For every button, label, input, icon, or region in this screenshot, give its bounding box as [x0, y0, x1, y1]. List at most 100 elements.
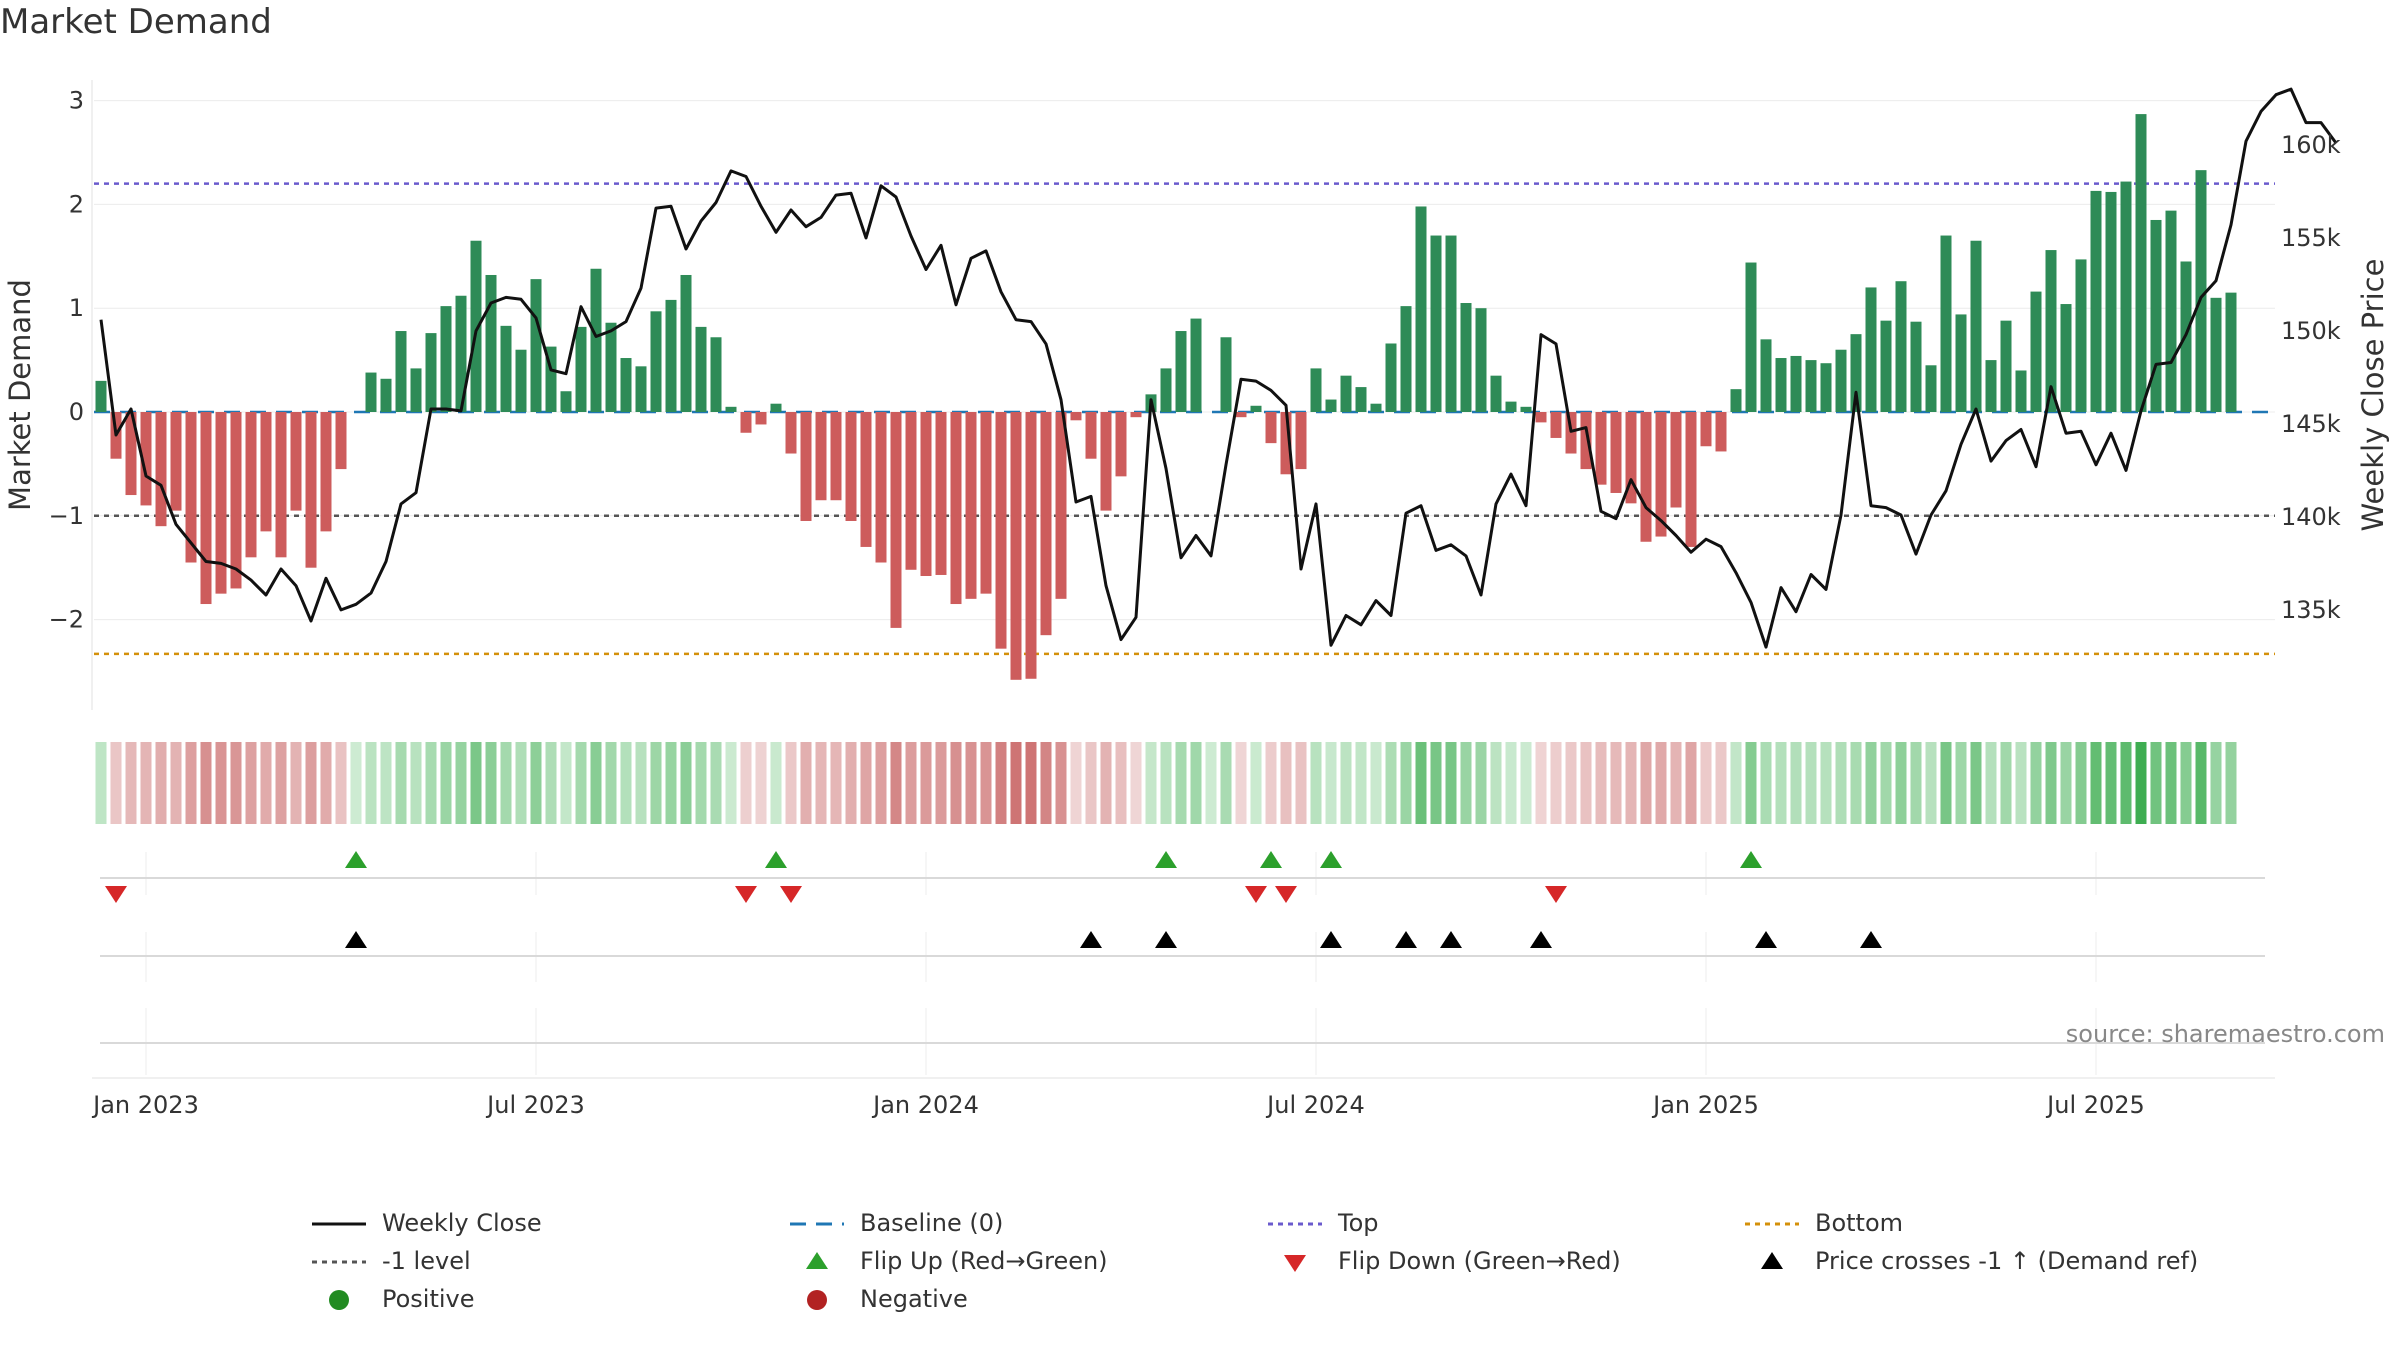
heat-strip-cell — [875, 742, 887, 824]
flip-up-marker — [1260, 851, 1282, 868]
heat-strip-cell — [2015, 742, 2027, 824]
heat-strip-cell — [935, 742, 947, 824]
demand-bar-positive — [1850, 334, 1862, 412]
demand-bar-positive — [1730, 389, 1742, 412]
heat-strip-cell — [1880, 742, 1892, 824]
legend-baseline: Baseline (0) — [790, 1209, 1003, 1237]
demand-bar-positive — [1250, 405, 1262, 412]
demand-bar-negative — [1715, 412, 1727, 452]
demand-bar-positive — [575, 326, 587, 412]
x-tick-label: Jan 2024 — [871, 1091, 979, 1119]
demand-bar-positive — [95, 380, 107, 412]
demand-bar-negative — [1100, 412, 1112, 511]
demand-bar-positive — [635, 366, 647, 412]
heat-strip-cell — [1925, 742, 1937, 824]
demand-bar-negative — [155, 412, 167, 527]
demand-bar-positive — [2075, 259, 2087, 412]
y-tick-left: 3 — [69, 87, 84, 115]
demand-bar-negative — [185, 412, 197, 563]
demand-bar-positive — [500, 325, 512, 412]
flip-down-marker — [1545, 886, 1567, 903]
heat-strip-cell — [1355, 742, 1367, 824]
heat-strip-cell — [425, 742, 437, 824]
demand-bar-negative — [275, 412, 287, 558]
price-cross-marker — [1320, 931, 1342, 948]
dot-icon — [807, 1290, 827, 1310]
legend-line-icon — [312, 1222, 366, 1226]
demand-bar-positive — [605, 322, 617, 412]
heat-strip-cell — [1820, 742, 1832, 824]
demand-bar-positive — [1400, 306, 1412, 412]
demand-bar-negative — [815, 412, 827, 501]
price-cross-marker — [1530, 931, 1552, 948]
heat-strip-cell — [1790, 742, 1802, 824]
heat-strip-cell — [380, 742, 392, 824]
heat-strip-cell — [515, 742, 527, 824]
demand-bar-positive — [1865, 287, 1877, 412]
demand-bar-negative — [1625, 412, 1637, 504]
heat-strip-cell — [1760, 742, 1772, 824]
demand-bars — [95, 114, 2237, 680]
heat-strip-cell — [710, 742, 722, 824]
heat-strip-cell — [1385, 742, 1397, 824]
demand-bar-negative — [935, 412, 947, 575]
heat-strip-cell — [1085, 742, 1097, 824]
triangle-up-icon — [806, 1252, 828, 1269]
legend-dash-icon — [790, 1222, 844, 1226]
demand-bar-positive — [725, 406, 737, 412]
legend: Weekly Close Baseline (0) Top Bottom -1 … — [0, 1205, 2400, 1325]
heat-strip-cell — [2135, 742, 2147, 824]
heat-strip-cell — [2180, 742, 2192, 824]
heat-strip-cell — [1520, 742, 1532, 824]
heat-strip-cell — [170, 742, 182, 824]
demand-bar-negative — [1640, 412, 1652, 542]
heat-strip-cell — [1220, 742, 1232, 824]
heat-strip-cell — [2000, 742, 2012, 824]
flip-up-marker — [1740, 851, 1762, 868]
heat-strip-cell — [1490, 742, 1502, 824]
y-tick-right: 160k — [2281, 131, 2341, 159]
demand-bar-positive — [1925, 365, 1937, 412]
heat-strip-cell — [905, 742, 917, 824]
demand-bar-negative — [260, 412, 272, 532]
heat-strip-cell — [830, 742, 842, 824]
demand-bar-negative — [335, 412, 347, 470]
demand-bar-positive — [545, 346, 557, 412]
heat-strip-cell — [320, 742, 332, 824]
demand-bar-negative — [1580, 412, 1592, 470]
demand-bar-positive — [1355, 387, 1367, 412]
demand-bar-positive — [620, 358, 632, 412]
x-tick-label: Jul 2023 — [485, 1091, 585, 1119]
triangle-up-icon — [1761, 1252, 1783, 1269]
demand-bar-positive — [1415, 206, 1427, 412]
y-tick-right: 150k — [2281, 317, 2341, 345]
demand-bar-positive — [1820, 363, 1832, 412]
heat-strip-cell — [1310, 742, 1322, 824]
heat-strip-cell — [980, 742, 992, 824]
flip-up-marker — [1155, 851, 1177, 868]
heat-strip-cell — [2195, 742, 2207, 824]
heat-strip-cell — [1055, 742, 1067, 824]
heat-strip-cell — [1895, 742, 1907, 824]
legend-flip-up: Flip Up (Red→Green) — [806, 1247, 1108, 1275]
demand-bar-negative — [1235, 412, 1247, 418]
dot-icon — [329, 1290, 349, 1310]
demand-bar-positive — [2060, 304, 2072, 412]
demand-bar-positive — [2015, 370, 2027, 412]
heat-strip-cell — [275, 742, 287, 824]
heat-strip-cell — [1505, 742, 1517, 824]
legend-top: Top — [1268, 1209, 1379, 1237]
heat-strip-cell — [1595, 742, 1607, 824]
heat-strip-cell — [2090, 742, 2102, 824]
flip-down-marker — [780, 886, 802, 903]
heat-strip-cell — [1730, 742, 1742, 824]
heat-strip-cell — [1115, 742, 1127, 824]
demand-bar-negative — [995, 412, 1007, 649]
heat-strip-cell — [1190, 742, 1202, 824]
heat-strip-cell — [2120, 742, 2132, 824]
demand-bar-positive — [440, 306, 452, 412]
heat-strip-cell — [230, 742, 242, 824]
heat-strip-cell — [2165, 742, 2177, 824]
heat-strip-cell — [1805, 742, 1817, 824]
heat-strip-cell — [965, 742, 977, 824]
